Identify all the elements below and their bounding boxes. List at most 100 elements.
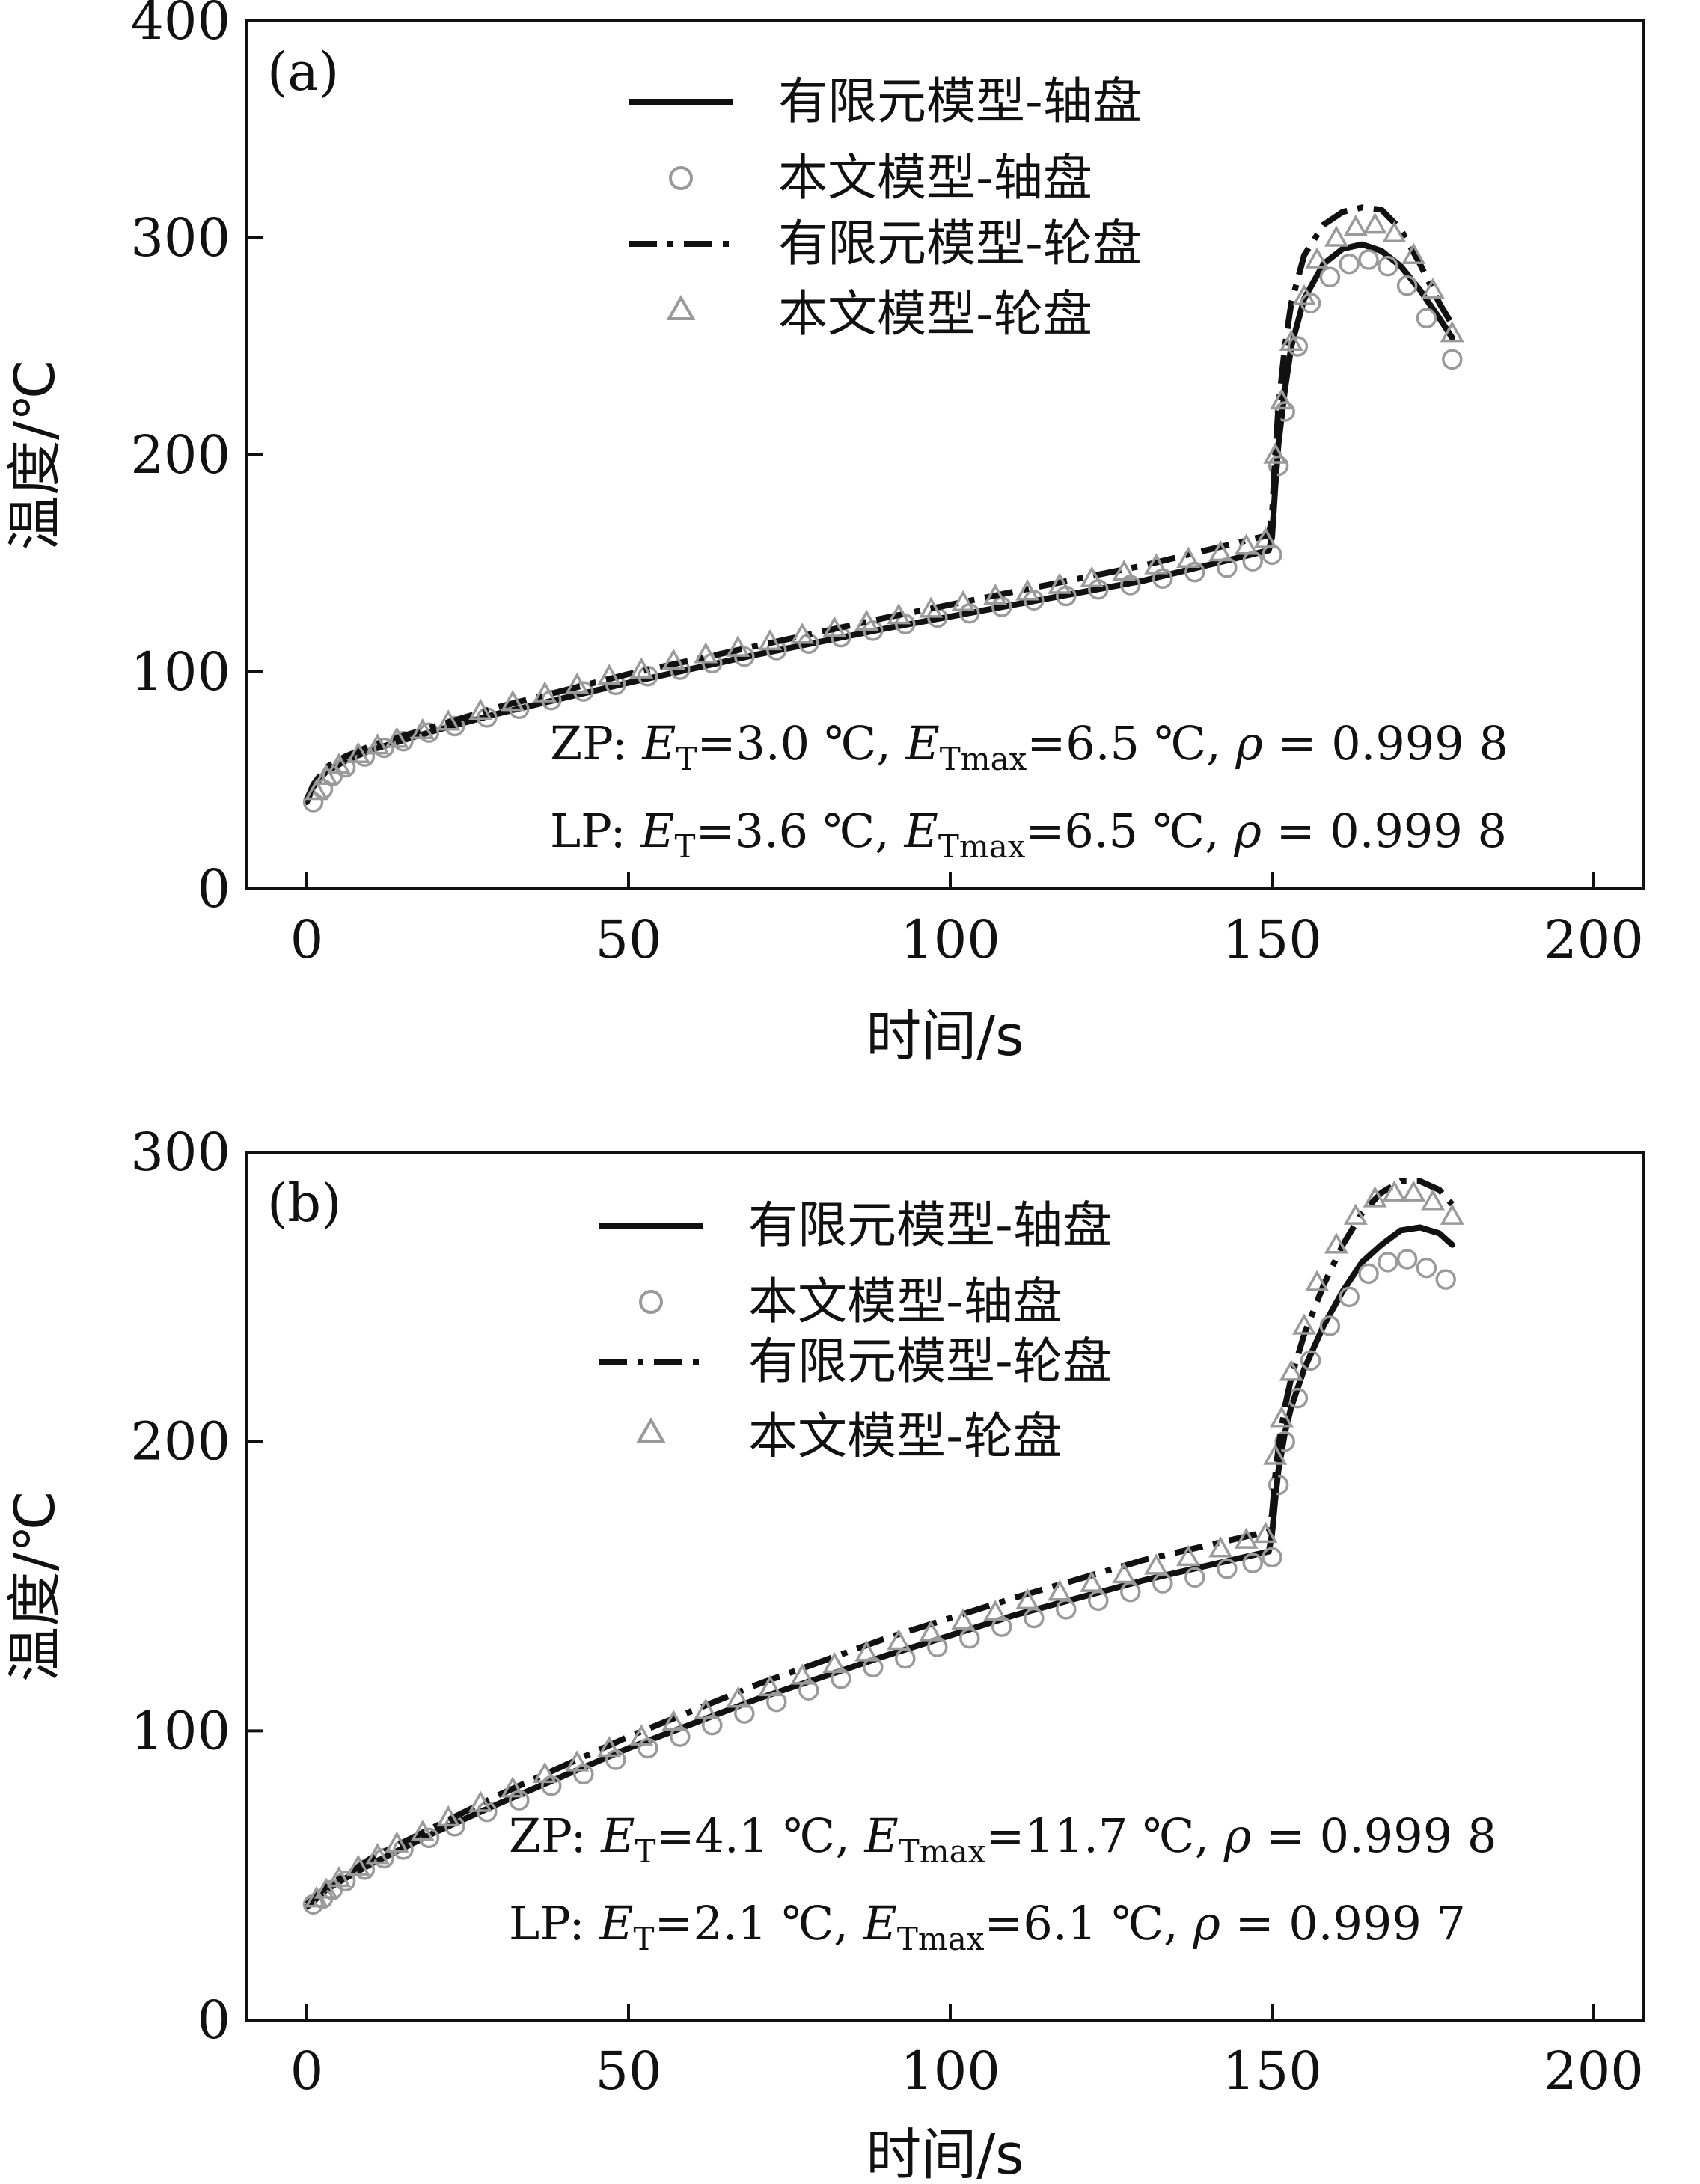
- data-point-triangle: [694, 1698, 718, 1720]
- data-point-circle: [1378, 255, 1398, 277]
- x-tick-labels: 0 50 100 150 200: [290, 2040, 1644, 2102]
- data-point-triangle: [1382, 221, 1407, 242]
- data-point-triangle: [385, 727, 409, 748]
- data-point-circle: [1435, 1269, 1456, 1290]
- data-point-triangle: [501, 690, 525, 712]
- data-point-circle: [334, 1871, 356, 1892]
- data-point-triangle: [304, 778, 328, 801]
- data-point-circle: [1442, 349, 1463, 370]
- series-layer: [302, 204, 1464, 813]
- x-axis-label: 时间/s: [866, 2123, 1024, 2184]
- y-axis-label: 温度/℃: [3, 359, 67, 551]
- series-layer: [302, 1178, 1464, 1915]
- data-point-triangle: [951, 590, 976, 611]
- x-tick-label: 200: [1544, 2040, 1644, 2102]
- y-tick-label: 100: [130, 1700, 230, 1761]
- data-point-circle: [1217, 1559, 1238, 1579]
- x-tick-label: 100: [900, 2040, 1000, 2102]
- panel-a: 0 100 200 300 400 0 50 100 150 200 (a) 时间/s 温度/℃…: [3, 0, 1645, 1068]
- data-point-circle: [1339, 1286, 1360, 1308]
- data-point-triangle: [790, 623, 815, 644]
- data-point-triangle: [1208, 1536, 1233, 1558]
- data-point-circle: [1378, 1252, 1398, 1273]
- data-point-triangle: [726, 635, 750, 657]
- data-point-triangle: [1144, 1553, 1169, 1575]
- data-point-triangle: [1401, 242, 1426, 264]
- data-point-triangle: [1176, 1544, 1201, 1567]
- legend-label: 有限元模型-轮盘: [748, 1333, 1112, 1390]
- data-point-triangle: [1048, 572, 1072, 594]
- data-point-triangle: [951, 1608, 976, 1630]
- data-point-circle: [1339, 254, 1360, 275]
- data-point-circle: [702, 1714, 723, 1736]
- legend-swatch-triangle: [666, 294, 696, 320]
- data-point-triangle: [1343, 214, 1368, 236]
- data-point-circle: [1396, 1249, 1418, 1270]
- data-point-circle: [1396, 275, 1418, 296]
- data-point-circle: [1262, 1547, 1282, 1568]
- data-point-triangle: [1176, 546, 1201, 568]
- data-point-triangle: [1279, 329, 1303, 351]
- data-point-triangle: [790, 1663, 815, 1685]
- data-point-triangle: [1305, 247, 1330, 269]
- data-point-circle: [670, 1726, 691, 1747]
- legend-swatch-circle: [669, 166, 693, 190]
- data-point-triangle: [1440, 321, 1464, 343]
- data-point-triangle: [1263, 442, 1288, 464]
- data-point-triangle: [1263, 1443, 1288, 1465]
- y-tick-label: 0: [197, 1989, 230, 2051]
- data-point-triangle: [1324, 225, 1348, 247]
- data-point-triangle: [1144, 553, 1169, 575]
- data-point-triangle: [983, 1600, 1008, 1621]
- stats-line-zp: ZP: ET=3.0 ℃, ETmax=6.5 ℃, ρ = 0.999 8: [550, 716, 1508, 777]
- data-point-triangle: [854, 1640, 879, 1662]
- data-point-triangle: [1363, 1186, 1387, 1208]
- stats-annotation: ZP: ET=3.0 ℃, ETmax=6.5 ℃, ρ = 0.999 8 L…: [550, 716, 1508, 865]
- legend-swatch-circle: [639, 1290, 663, 1314]
- data-point-triangle: [919, 596, 944, 618]
- data-point-triangle: [1305, 1270, 1330, 1291]
- plot-frame: [245, 1151, 1645, 2022]
- data-point-triangle: [919, 1620, 944, 1642]
- y-tick-labels: 0 100 200 300: [130, 1122, 230, 2051]
- data-point-triangle: [597, 1735, 622, 1758]
- data-point-circle: [302, 792, 324, 813]
- data-point-triangle: [327, 753, 351, 774]
- data-point-circle: [418, 1827, 440, 1849]
- data-point-triangle: [1292, 1313, 1316, 1335]
- data-point-triangle: [1269, 388, 1294, 410]
- y-tick-label: 200: [130, 424, 230, 486]
- data-point-circle: [1287, 336, 1309, 357]
- legend-label: 本文模型-轴盘: [748, 1273, 1062, 1330]
- data-point-triangle: [410, 1820, 435, 1841]
- data-point-triangle: [501, 1776, 525, 1798]
- data-point-triangle: [758, 628, 783, 651]
- data-point-triangle: [822, 616, 847, 637]
- y-tick-label: 100: [130, 641, 230, 703]
- data-point-triangle: [1253, 1521, 1278, 1544]
- data-point-triangle: [533, 1761, 557, 1784]
- data-point-circle: [991, 1616, 1012, 1637]
- data-point-triangle: [726, 1686, 750, 1708]
- data-point-circle: [1242, 1553, 1263, 1573]
- legend-label: 本文模型-轮盘: [778, 285, 1092, 343]
- data-point-triangle: [629, 657, 654, 679]
- data-point-circle: [798, 1680, 819, 1701]
- data-point-triangle: [983, 583, 1008, 605]
- legend: 有限元模型-轴盘 本文模型-轴盘 有限元模型-轮盘 本文模型-轮盘: [629, 73, 1142, 343]
- data-point-triangle: [1080, 1570, 1104, 1592]
- y-tick-label: 300: [130, 1122, 230, 1183]
- data-point-triangle: [597, 664, 622, 685]
- data-point-circle: [734, 1703, 755, 1724]
- data-point-triangle: [694, 642, 718, 664]
- data-point-triangle: [661, 648, 686, 670]
- data-point-circle: [1274, 1431, 1295, 1452]
- data-point-circle: [863, 1657, 884, 1678]
- data-point-triangle: [1234, 1527, 1259, 1549]
- data-point-triangle: [468, 1790, 493, 1812]
- data-point-triangle: [436, 709, 461, 731]
- data-point-triangle: [1401, 1180, 1426, 1202]
- legend-label: 本文模型-轴盘: [778, 149, 1092, 207]
- data-point-triangle: [1292, 284, 1316, 306]
